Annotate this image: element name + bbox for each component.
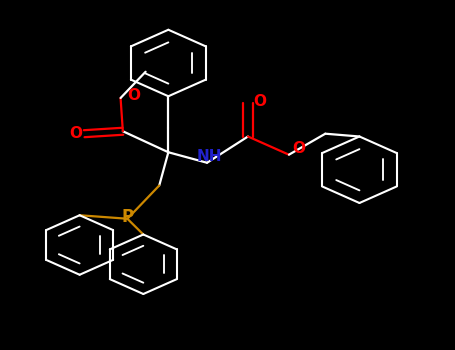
Text: O: O <box>293 141 305 156</box>
Text: P: P <box>121 208 133 226</box>
Text: NH: NH <box>197 149 222 164</box>
Text: O: O <box>253 94 266 109</box>
Text: O: O <box>70 126 82 140</box>
Text: O: O <box>127 88 140 103</box>
